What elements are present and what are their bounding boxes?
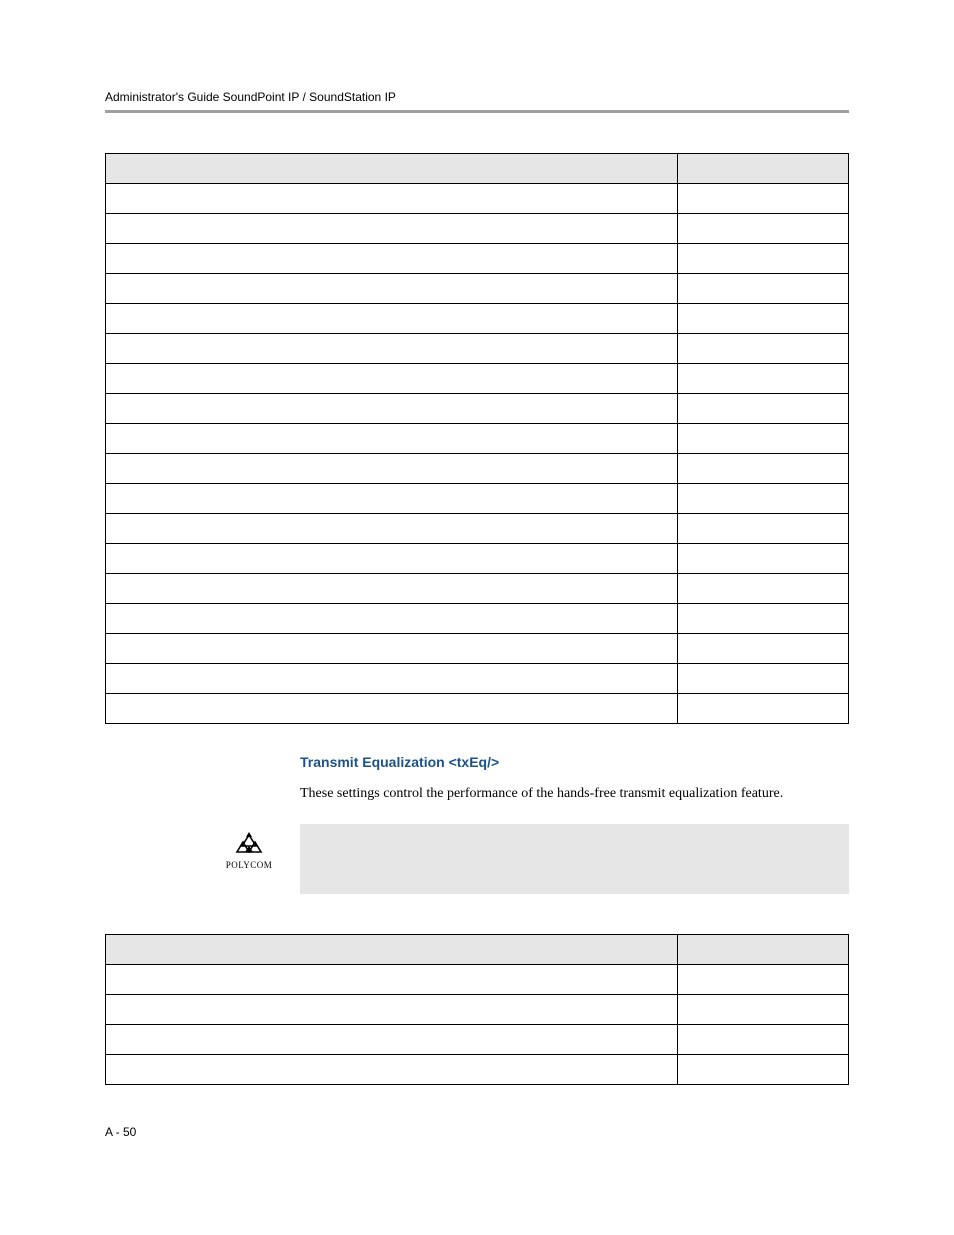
table-txeq [105, 934, 849, 1085]
table-row [106, 364, 849, 394]
table-cell [106, 514, 678, 544]
table-cell [106, 184, 678, 214]
table-cell [678, 304, 849, 334]
table-cell [106, 995, 678, 1025]
table-cell [106, 484, 678, 514]
note-box [300, 824, 849, 894]
page-number: A - 50 [105, 1125, 849, 1139]
table-cell [106, 1055, 678, 1085]
table-row [106, 304, 849, 334]
table-cell [678, 995, 849, 1025]
table-cell [106, 634, 678, 664]
table-row [106, 454, 849, 484]
running-header: Administrator's Guide SoundPoint IP / So… [105, 90, 849, 113]
polycom-logo: POLYCOM [220, 824, 278, 870]
table-row [106, 634, 849, 664]
table-cell [106, 574, 678, 604]
table-cell [106, 1025, 678, 1055]
table-cell [678, 694, 849, 724]
table-cell [106, 454, 678, 484]
table-cell [678, 454, 849, 484]
table-row [106, 184, 849, 214]
table-cell [106, 334, 678, 364]
table-cell [106, 364, 678, 394]
section-heading-txeq: Transmit Equalization <txEq/> [300, 754, 849, 770]
table-cell [106, 664, 678, 694]
table-row [106, 664, 849, 694]
table-cell [678, 664, 849, 694]
table-cell [678, 514, 849, 544]
table-header-cell [678, 154, 849, 184]
table-cell [678, 424, 849, 454]
table-row [106, 484, 849, 514]
table-cell [106, 604, 678, 634]
table-cell [678, 1055, 849, 1085]
table-cell [678, 214, 849, 244]
table-row [106, 574, 849, 604]
table-row [106, 544, 849, 574]
table-cell [678, 544, 849, 574]
table-cell [678, 274, 849, 304]
table-cell [106, 304, 678, 334]
table-header-row [106, 935, 849, 965]
table-cell [678, 334, 849, 364]
table-row [106, 514, 849, 544]
table-header-cell [106, 935, 678, 965]
table-cell [678, 604, 849, 634]
table-cell [106, 424, 678, 454]
table-cell [106, 965, 678, 995]
table-row [106, 424, 849, 454]
polycom-logo-icon [234, 832, 264, 858]
table-header-cell [106, 154, 678, 184]
table-row [106, 995, 849, 1025]
table-cell [678, 244, 849, 274]
table-row [106, 604, 849, 634]
table-row [106, 334, 849, 364]
table-row [106, 274, 849, 304]
polycom-logo-text: POLYCOM [226, 860, 273, 870]
table-cell [678, 394, 849, 424]
table-cell [106, 244, 678, 274]
table-row [106, 694, 849, 724]
table-cell [106, 394, 678, 424]
note-block: POLYCOM [220, 824, 849, 894]
table-cell [678, 1025, 849, 1055]
table-row [106, 244, 849, 274]
table-row [106, 1025, 849, 1055]
table-header-row [106, 154, 849, 184]
table-cell [106, 544, 678, 574]
table-cell [106, 274, 678, 304]
table-cell [678, 965, 849, 995]
table-rxeq [105, 153, 849, 724]
table-row [106, 1055, 849, 1085]
table-row [106, 394, 849, 424]
section-body-text: These settings control the performance o… [300, 784, 849, 804]
table-cell [678, 364, 849, 394]
table-cell [678, 484, 849, 514]
table-cell [678, 184, 849, 214]
table-header-cell [678, 935, 849, 965]
table-cell [678, 574, 849, 604]
table-cell [106, 214, 678, 244]
table-cell [678, 634, 849, 664]
table-cell [106, 694, 678, 724]
table-row [106, 214, 849, 244]
table-row [106, 965, 849, 995]
